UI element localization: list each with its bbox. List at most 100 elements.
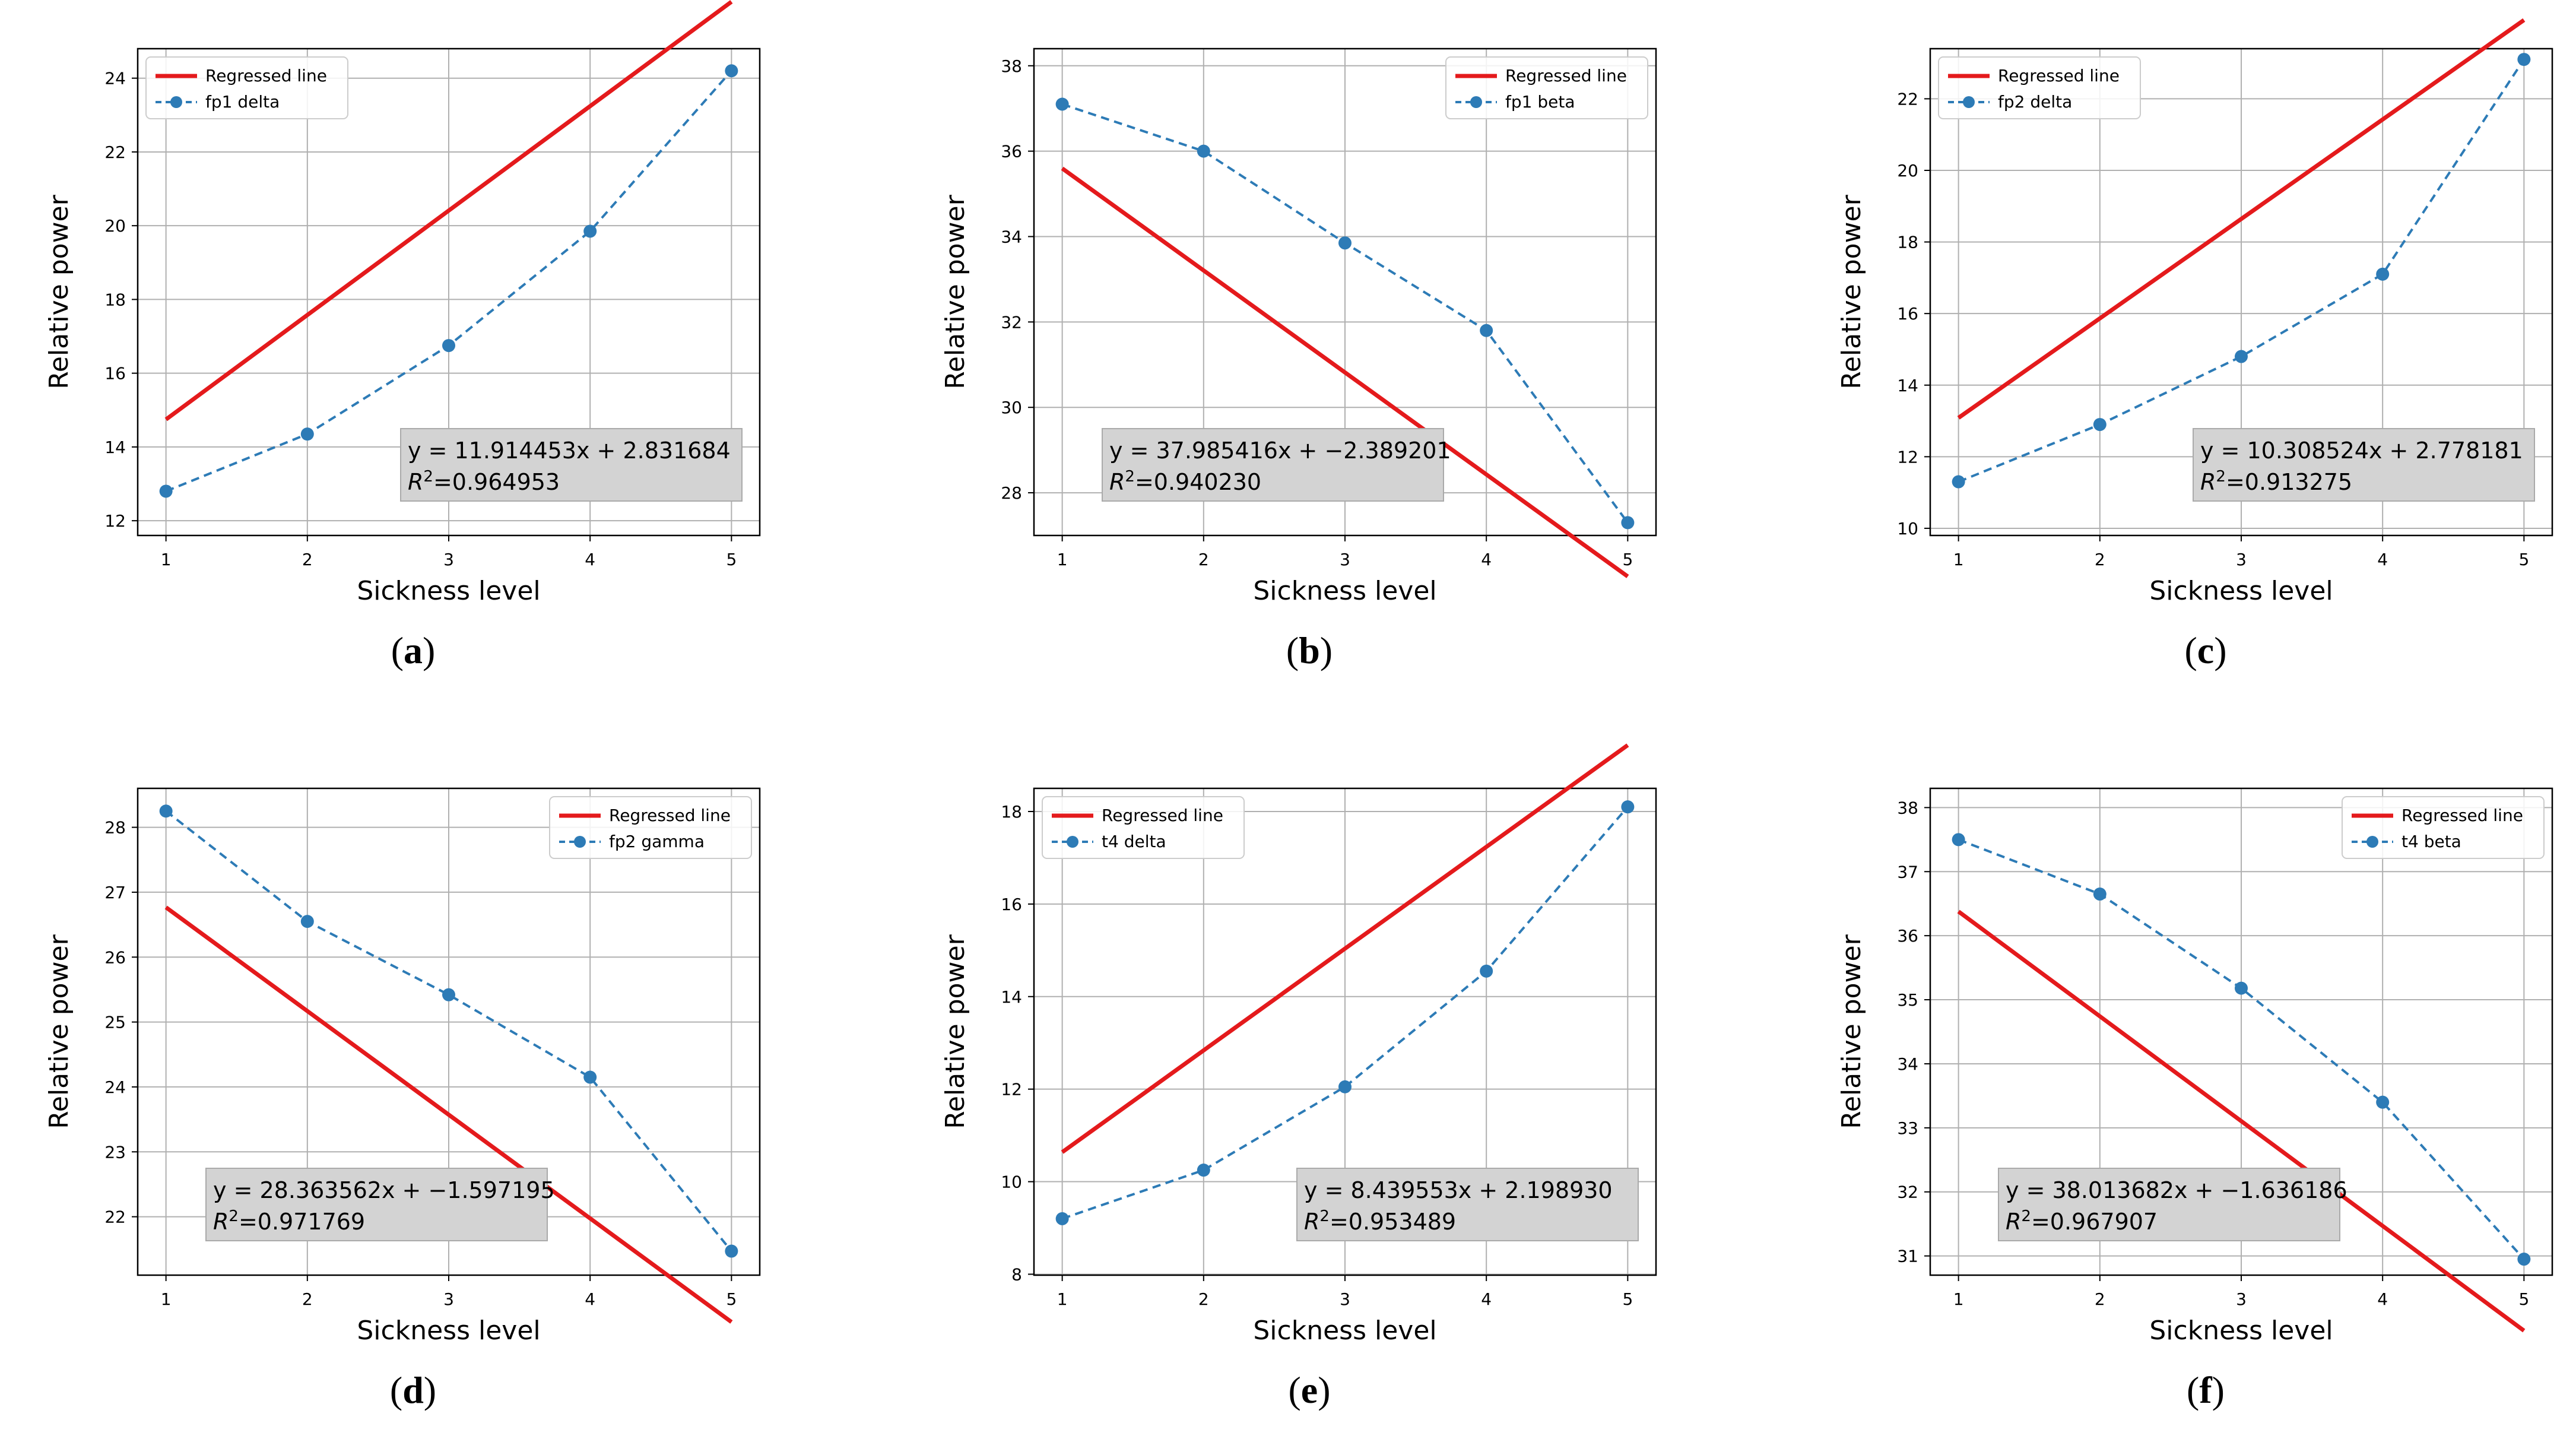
x-axis-label: Sickness level: [357, 576, 540, 606]
y-tick-label: 16: [1001, 895, 1022, 914]
x-tick-label: 4: [585, 1289, 595, 1309]
y-tick-label: 24: [104, 69, 126, 88]
y-tick-label: 30: [1001, 398, 1022, 417]
caption-open-paren: (: [390, 1369, 402, 1411]
data-point: [2235, 981, 2248, 995]
x-tick-label: 2: [2095, 1289, 2105, 1309]
data-point: [159, 484, 173, 498]
caption-close-paren: ): [423, 629, 435, 671]
data-point: [2376, 267, 2390, 281]
y-tick-label: 28: [104, 818, 126, 838]
series-line: [1958, 58, 2526, 483]
caption-close-paren: ): [424, 1369, 436, 1411]
x-tick-label: 5: [1622, 550, 1633, 569]
legend-series-marker: [574, 836, 586, 848]
regressed-line: [1061, 743, 1629, 1154]
legend-series-marker: [1067, 836, 1078, 848]
equation-box: [400, 428, 743, 502]
regression-equation: y = 38.013682x + −1.636186: [2006, 1177, 2347, 1203]
legend-series-label: fp1 delta: [205, 92, 280, 112]
data-point: [2517, 53, 2531, 66]
x-axis-label: Sickness level: [1253, 1316, 1436, 1346]
x-tick-label: 4: [2377, 550, 2388, 569]
y-tick-label: 10: [1001, 1172, 1022, 1192]
x-tick-label: 2: [302, 1289, 313, 1309]
x-tick-label: 4: [1481, 550, 1492, 569]
data-point: [300, 915, 314, 928]
r-squared: R2=0.953489: [1304, 1207, 1456, 1235]
r-squared-symbol: R: [1109, 469, 1125, 495]
legend-regressed-label: Regressed line: [205, 66, 327, 85]
caption-close-paren: ): [1320, 629, 1333, 671]
y-axis-label: Relative power: [940, 194, 970, 389]
x-tick-label: 1: [161, 550, 172, 569]
data-point: [1480, 964, 1493, 978]
x-tick-label: 2: [1198, 1289, 1209, 1309]
y-axis-label: Relative power: [1836, 194, 1867, 389]
y-tick-label: 28: [1001, 483, 1022, 503]
x-tick-label: 5: [2518, 1289, 2529, 1309]
caption-open-paren: (: [1288, 1369, 1300, 1411]
panel-caption: (c): [2184, 629, 2226, 671]
x-tick-label: 4: [585, 550, 595, 569]
equation-box: [1296, 1168, 1639, 1241]
r-squared: R2=0.940230: [1109, 468, 1261, 495]
legend-regressed-label: Regressed line: [2401, 806, 2523, 825]
y-tick-label: 10: [1897, 519, 1918, 538]
x-tick-label: 4: [1481, 1289, 1492, 1309]
x-tick-label: 1: [1057, 1289, 1068, 1309]
r-squared-symbol: R: [1304, 1209, 1319, 1235]
legend-series-marker: [2366, 836, 2378, 848]
regression-equation: y = 37.985416x + −2.389201: [1109, 438, 1451, 464]
y-tick-label: 36: [1001, 142, 1022, 161]
x-tick-label: 1: [161, 1289, 172, 1309]
y-tick-label: 32: [1897, 1183, 1918, 1202]
y-tick-label: 18: [1001, 802, 1022, 822]
data-point: [1621, 516, 1635, 530]
y-tick-label: 36: [1897, 926, 1918, 946]
y-tick-label: 14: [1001, 987, 1022, 1007]
r-squared: R2=0.964953: [408, 468, 560, 495]
y-axis-label: Relative power: [940, 934, 970, 1129]
data-point: [1952, 475, 1965, 489]
y-tick-label: 22: [1897, 89, 1918, 109]
caption-letter: e: [1301, 1369, 1318, 1411]
y-tick-label: 22: [104, 142, 126, 162]
caption-open-paren: (: [1286, 629, 1299, 671]
x-axis-label: Sickness level: [357, 1316, 540, 1346]
data-point: [2235, 350, 2248, 363]
x-tick-label: 5: [1622, 1289, 1633, 1309]
x-tick-label: 3: [2236, 550, 2247, 569]
regressed-line: [1061, 166, 1629, 578]
data-point: [442, 339, 455, 353]
r-squared: R2=0.913275: [2200, 468, 2352, 495]
regression-equation: y = 11.914453x + 2.831684: [408, 438, 731, 464]
r-squared-value: =0.953489: [1330, 1209, 1456, 1235]
legend-series-label: t4 beta: [2401, 832, 2461, 851]
x-tick-label: 2: [2095, 550, 2105, 569]
r-squared-exponent: 2: [2216, 468, 2226, 486]
r-squared: R2=0.971769: [213, 1207, 365, 1235]
legend-regressed-label: Regressed line: [1998, 66, 2120, 85]
y-tick-label: 34: [1897, 1054, 1918, 1074]
y-tick-label: 14: [1897, 376, 1918, 395]
y-tick-label: 22: [104, 1207, 126, 1227]
equation-box: [205, 1168, 548, 1241]
legend-series-label: fp1 beta: [1505, 92, 1575, 112]
x-tick-label: 2: [302, 550, 313, 569]
y-axis-label: Relative power: [44, 194, 74, 389]
y-tick-label: 18: [1897, 233, 1918, 252]
caption-close-paren: ): [2212, 1369, 2225, 1411]
x-tick-label: 5: [726, 1289, 737, 1309]
x-tick-label: 3: [1340, 550, 1350, 569]
data-point: [1338, 1080, 1352, 1093]
caption-letter: c: [2197, 629, 2214, 671]
x-tick-label: 1: [1057, 550, 1068, 569]
